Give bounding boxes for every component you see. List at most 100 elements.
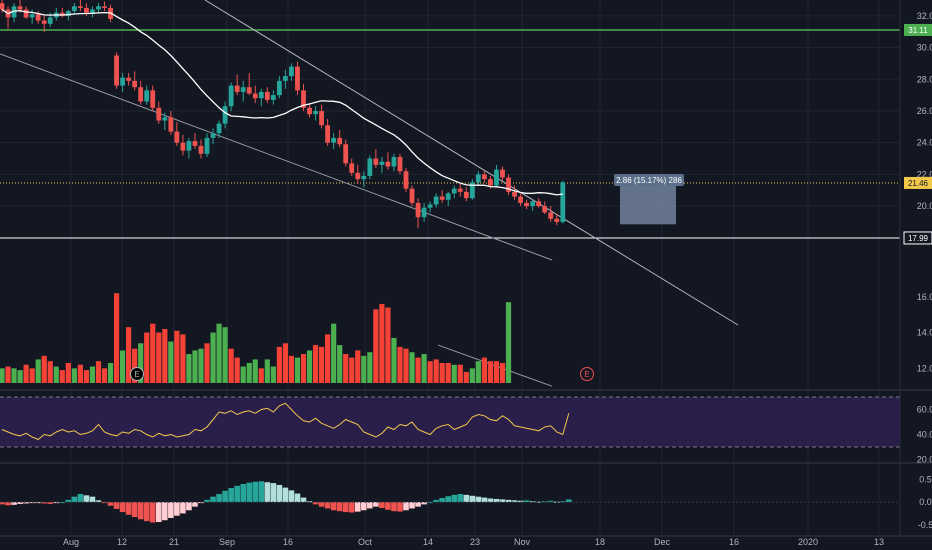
time-axis-label: Nov	[514, 537, 531, 547]
candle-body	[373, 158, 379, 165]
volume-bar	[11, 368, 17, 383]
candle-body	[385, 161, 391, 167]
candle-body	[512, 191, 517, 197]
candle-body	[379, 161, 385, 165]
candle-body	[488, 179, 493, 186]
volume-bar	[505, 302, 512, 383]
measure-tool[interactable]: 2.86 (15.17%) 286	[614, 174, 684, 225]
price-level-tag-label: 21.46	[908, 179, 929, 188]
candle-body	[59, 12, 65, 16]
macd-bar	[162, 502, 168, 521]
macd-bar	[11, 502, 17, 505]
price-level-tag	[904, 23, 932, 36]
macd-bar	[168, 502, 174, 518]
macd-bar	[523, 500, 530, 503]
axis-tick-label: 40.00	[917, 430, 932, 440]
macd-bar	[113, 502, 120, 509]
candle-body	[409, 188, 415, 203]
macd-bar	[300, 497, 307, 503]
volume-bar	[493, 361, 500, 383]
volume-bar	[240, 366, 246, 383]
volume-bar	[331, 323, 337, 383]
macd-bar	[71, 496, 78, 503]
volume-bar	[156, 332, 162, 383]
macd-bar	[252, 481, 259, 503]
macd-bar	[282, 487, 289, 503]
candle-body	[186, 141, 192, 151]
volume-bar	[113, 293, 120, 383]
candle-body	[276, 80, 282, 96]
macd-bar	[288, 490, 295, 503]
volume-bar	[89, 366, 96, 383]
price-level-tag	[904, 176, 932, 189]
volume-bar	[180, 334, 186, 383]
time-axis-label: Dec	[654, 537, 671, 547]
candle-body	[216, 123, 222, 134]
volume-bar	[65, 362, 71, 383]
macd-bar	[131, 502, 138, 518]
candle-body	[343, 144, 349, 164]
candle-body	[349, 163, 355, 173]
volume-bar	[234, 357, 240, 383]
candle-body	[355, 172, 361, 180]
macd-bar	[107, 502, 114, 506]
axis-tick-label: 30.00	[917, 43, 932, 53]
candle-body	[319, 110, 324, 126]
volume-bar	[186, 354, 192, 383]
volume-bar	[47, 361, 53, 383]
volume-bar	[379, 303, 385, 383]
volume-bar	[174, 330, 180, 383]
volume-bar	[397, 346, 403, 383]
time-axis-label: Sep	[219, 537, 235, 547]
macd-bar	[174, 502, 180, 516]
volume-bar	[403, 348, 409, 383]
candle-body	[114, 55, 119, 86]
candle-body	[11, 6, 17, 18]
macd-bar	[210, 496, 216, 503]
volume-bar	[77, 364, 83, 383]
volume-bar	[150, 323, 156, 383]
candle-body	[0, 3, 5, 10]
time-axis-label: 18	[595, 537, 605, 547]
candle-body	[47, 17, 53, 24]
macd-bar	[511, 500, 518, 503]
macd-bar	[566, 499, 572, 503]
volume-bar	[29, 368, 35, 383]
time-axis-label: 14	[423, 537, 433, 547]
candle-body	[542, 206, 548, 213]
macd-bar	[270, 483, 277, 503]
volume-bar	[95, 361, 102, 383]
macd-bar	[547, 500, 554, 503]
volume-bar	[120, 350, 126, 383]
candle-body	[96, 6, 101, 10]
earnings-marker	[580, 367, 594, 381]
macd-bar	[228, 488, 234, 503]
candle-body	[451, 188, 457, 194]
macd-bar	[149, 502, 156, 523]
volume-bar	[101, 368, 108, 383]
earnings-marker-label: E	[134, 370, 139, 379]
macd-bar	[0, 502, 5, 505]
volume-bar	[343, 354, 349, 383]
macd-bar	[354, 502, 361, 512]
volume-bar	[59, 370, 65, 383]
candle-body	[90, 9, 95, 13]
price-axis: 32.00 30.00 28.00 26.00 24.00 22.00 20.00 16.00…	[903, 11, 932, 530]
volume-bar	[481, 357, 487, 383]
candle-body	[156, 107, 162, 121]
volume-bar	[337, 345, 343, 383]
macd-bar	[469, 495, 476, 503]
macd-bar	[342, 502, 349, 513]
volume-bar	[318, 346, 325, 383]
volume-bar	[53, 366, 59, 383]
macd-bar	[276, 484, 283, 503]
macd-bar	[336, 502, 343, 512]
volume-bar	[463, 371, 469, 383]
volume-bar	[288, 355, 295, 383]
candle-body	[289, 66, 294, 77]
candle-body	[29, 14, 35, 18]
candle-body	[475, 174, 481, 183]
price-level-tag-label: 31.11	[908, 26, 928, 35]
volume-bar	[264, 359, 270, 383]
